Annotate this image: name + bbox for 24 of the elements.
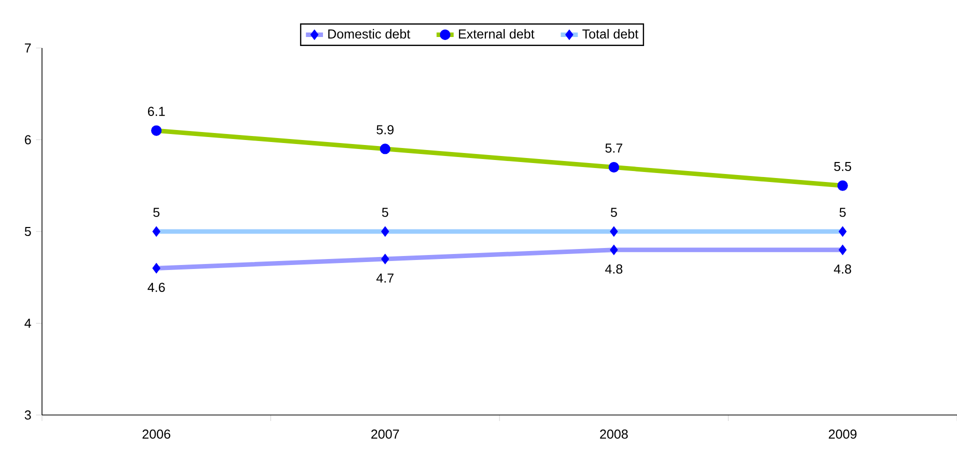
x-tick-label: 2007 — [371, 430, 399, 439]
y-tick-label: 6 — [24, 135, 31, 144]
data-label: 4.6 — [148, 282, 165, 292]
x-tick-label: 2009 — [828, 430, 856, 439]
data-label: 5 — [382, 208, 388, 217]
y-tick-label: 5 — [24, 226, 31, 236]
data-label: 4.7 — [376, 274, 394, 283]
data-label: 5 — [610, 208, 617, 217]
y-tick-label: 4 — [24, 318, 32, 328]
data-label: 5 — [840, 208, 846, 217]
data-label: 4.8 — [834, 264, 852, 274]
data-label: 5.7 — [605, 144, 622, 153]
x-tick-label: 2008 — [600, 430, 628, 439]
y-tick-label: 7 — [24, 44, 31, 52]
x-tick-label: 2006 — [142, 430, 170, 439]
y-tick-label: 3 — [24, 410, 31, 420]
legend-label: Domestic debt — [328, 29, 410, 39]
data-label: 6.1 — [148, 106, 165, 116]
data-label: 5.5 — [834, 162, 852, 172]
data-label: 4.8 — [605, 264, 622, 274]
data-label: 5.9 — [376, 125, 394, 134]
legend-label: Total debt — [582, 29, 638, 39]
data-label: 5 — [153, 208, 160, 217]
legend-label: External debt — [458, 29, 534, 39]
